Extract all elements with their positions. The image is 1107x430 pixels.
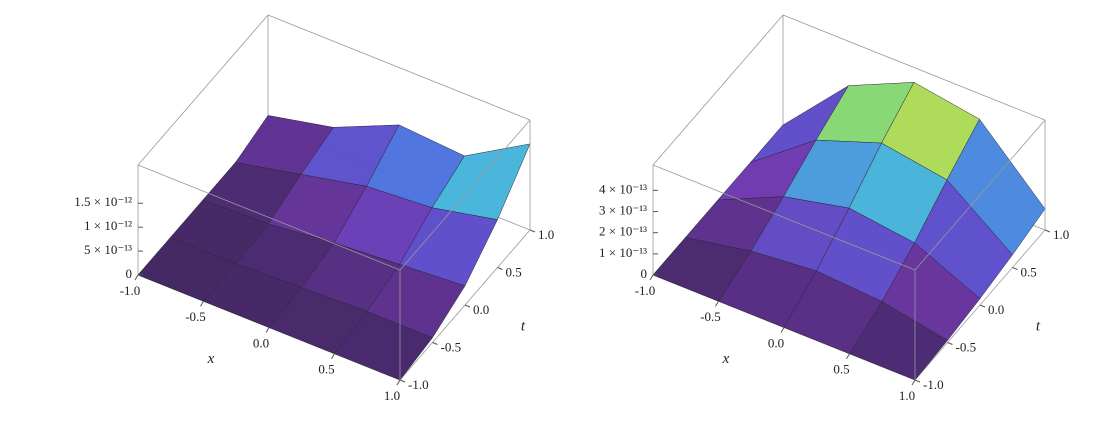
t-tick xyxy=(1044,229,1051,233)
t-tick-label: -1.0 xyxy=(408,377,429,392)
x-tick-label: -0.5 xyxy=(700,309,721,324)
x-axis-label: x xyxy=(722,351,730,367)
t-tick xyxy=(914,379,921,383)
z-tick-label: 2 × 10⁻¹³ xyxy=(599,224,647,239)
t-tick-label: 0.5 xyxy=(506,264,522,279)
t-tick xyxy=(529,229,536,233)
x-tick-label: 1.0 xyxy=(899,388,915,403)
t-tick xyxy=(464,304,471,308)
box-edge xyxy=(914,119,1046,271)
t-tick-label: 0.0 xyxy=(473,302,489,317)
x-tick xyxy=(265,327,270,333)
x-tick-label: 0.5 xyxy=(318,362,334,377)
t-tick-label: -0.5 xyxy=(956,339,977,354)
surface-patch xyxy=(849,301,948,381)
t-tick-label: 0.5 xyxy=(1021,264,1037,279)
box-edge xyxy=(137,164,401,271)
box-edge xyxy=(652,14,784,166)
x-tick-label: 0.0 xyxy=(253,335,269,350)
z-tick-label: 1 × 10⁻¹³ xyxy=(599,245,647,260)
box-edge xyxy=(137,14,269,166)
x-tick-label: 0.0 xyxy=(768,335,784,350)
z-tick-label: 3 × 10⁻¹³ xyxy=(599,203,647,218)
x-tick xyxy=(200,300,204,307)
x-tick-label: 0.5 xyxy=(833,362,849,377)
z-tick-label: 4 × 10⁻¹³ xyxy=(599,181,647,196)
x-tick xyxy=(846,353,850,360)
t-tick xyxy=(399,379,406,383)
t-axis-label: t xyxy=(521,318,526,334)
t-tick xyxy=(1012,267,1018,270)
box-edge xyxy=(399,119,531,271)
box-edge xyxy=(652,164,916,271)
z-tick-label: 0 xyxy=(641,266,648,281)
x-tick xyxy=(134,274,139,281)
box-edge xyxy=(267,14,531,121)
x-tick-label: -1.0 xyxy=(120,283,141,298)
t-tick-label: 1.0 xyxy=(1053,227,1069,242)
t-axis-label: t xyxy=(1036,318,1041,334)
x-tick xyxy=(780,327,785,333)
z-tick-label: 5 × 10⁻¹³ xyxy=(84,242,132,257)
surface-patch xyxy=(334,311,433,381)
x-tick-label: 1.0 xyxy=(384,388,400,403)
x-tick xyxy=(331,353,335,360)
box-edge xyxy=(782,14,1046,121)
x-tick-label: -0.5 xyxy=(185,309,206,324)
x-tick xyxy=(649,274,654,281)
z-tick-label: 0 xyxy=(126,266,133,281)
x-axis-label: x xyxy=(207,351,215,367)
t-tick-label: 1.0 xyxy=(538,227,554,242)
x-tick-label: -1.0 xyxy=(635,283,656,298)
t-tick xyxy=(979,304,986,308)
x-tick xyxy=(396,379,401,386)
t-tick xyxy=(432,342,438,345)
z-tick-label: 1.5 × 10⁻¹² xyxy=(74,194,132,209)
t-tick xyxy=(497,267,503,270)
x-tick xyxy=(911,379,916,386)
x-tick xyxy=(715,300,719,307)
t-tick-label: -1.0 xyxy=(923,377,944,392)
t-tick-label: 0.0 xyxy=(988,302,1004,317)
z-tick-label: 1 × 10⁻¹² xyxy=(84,218,132,233)
t-tick-label: -0.5 xyxy=(441,339,462,354)
t-tick xyxy=(947,342,953,345)
